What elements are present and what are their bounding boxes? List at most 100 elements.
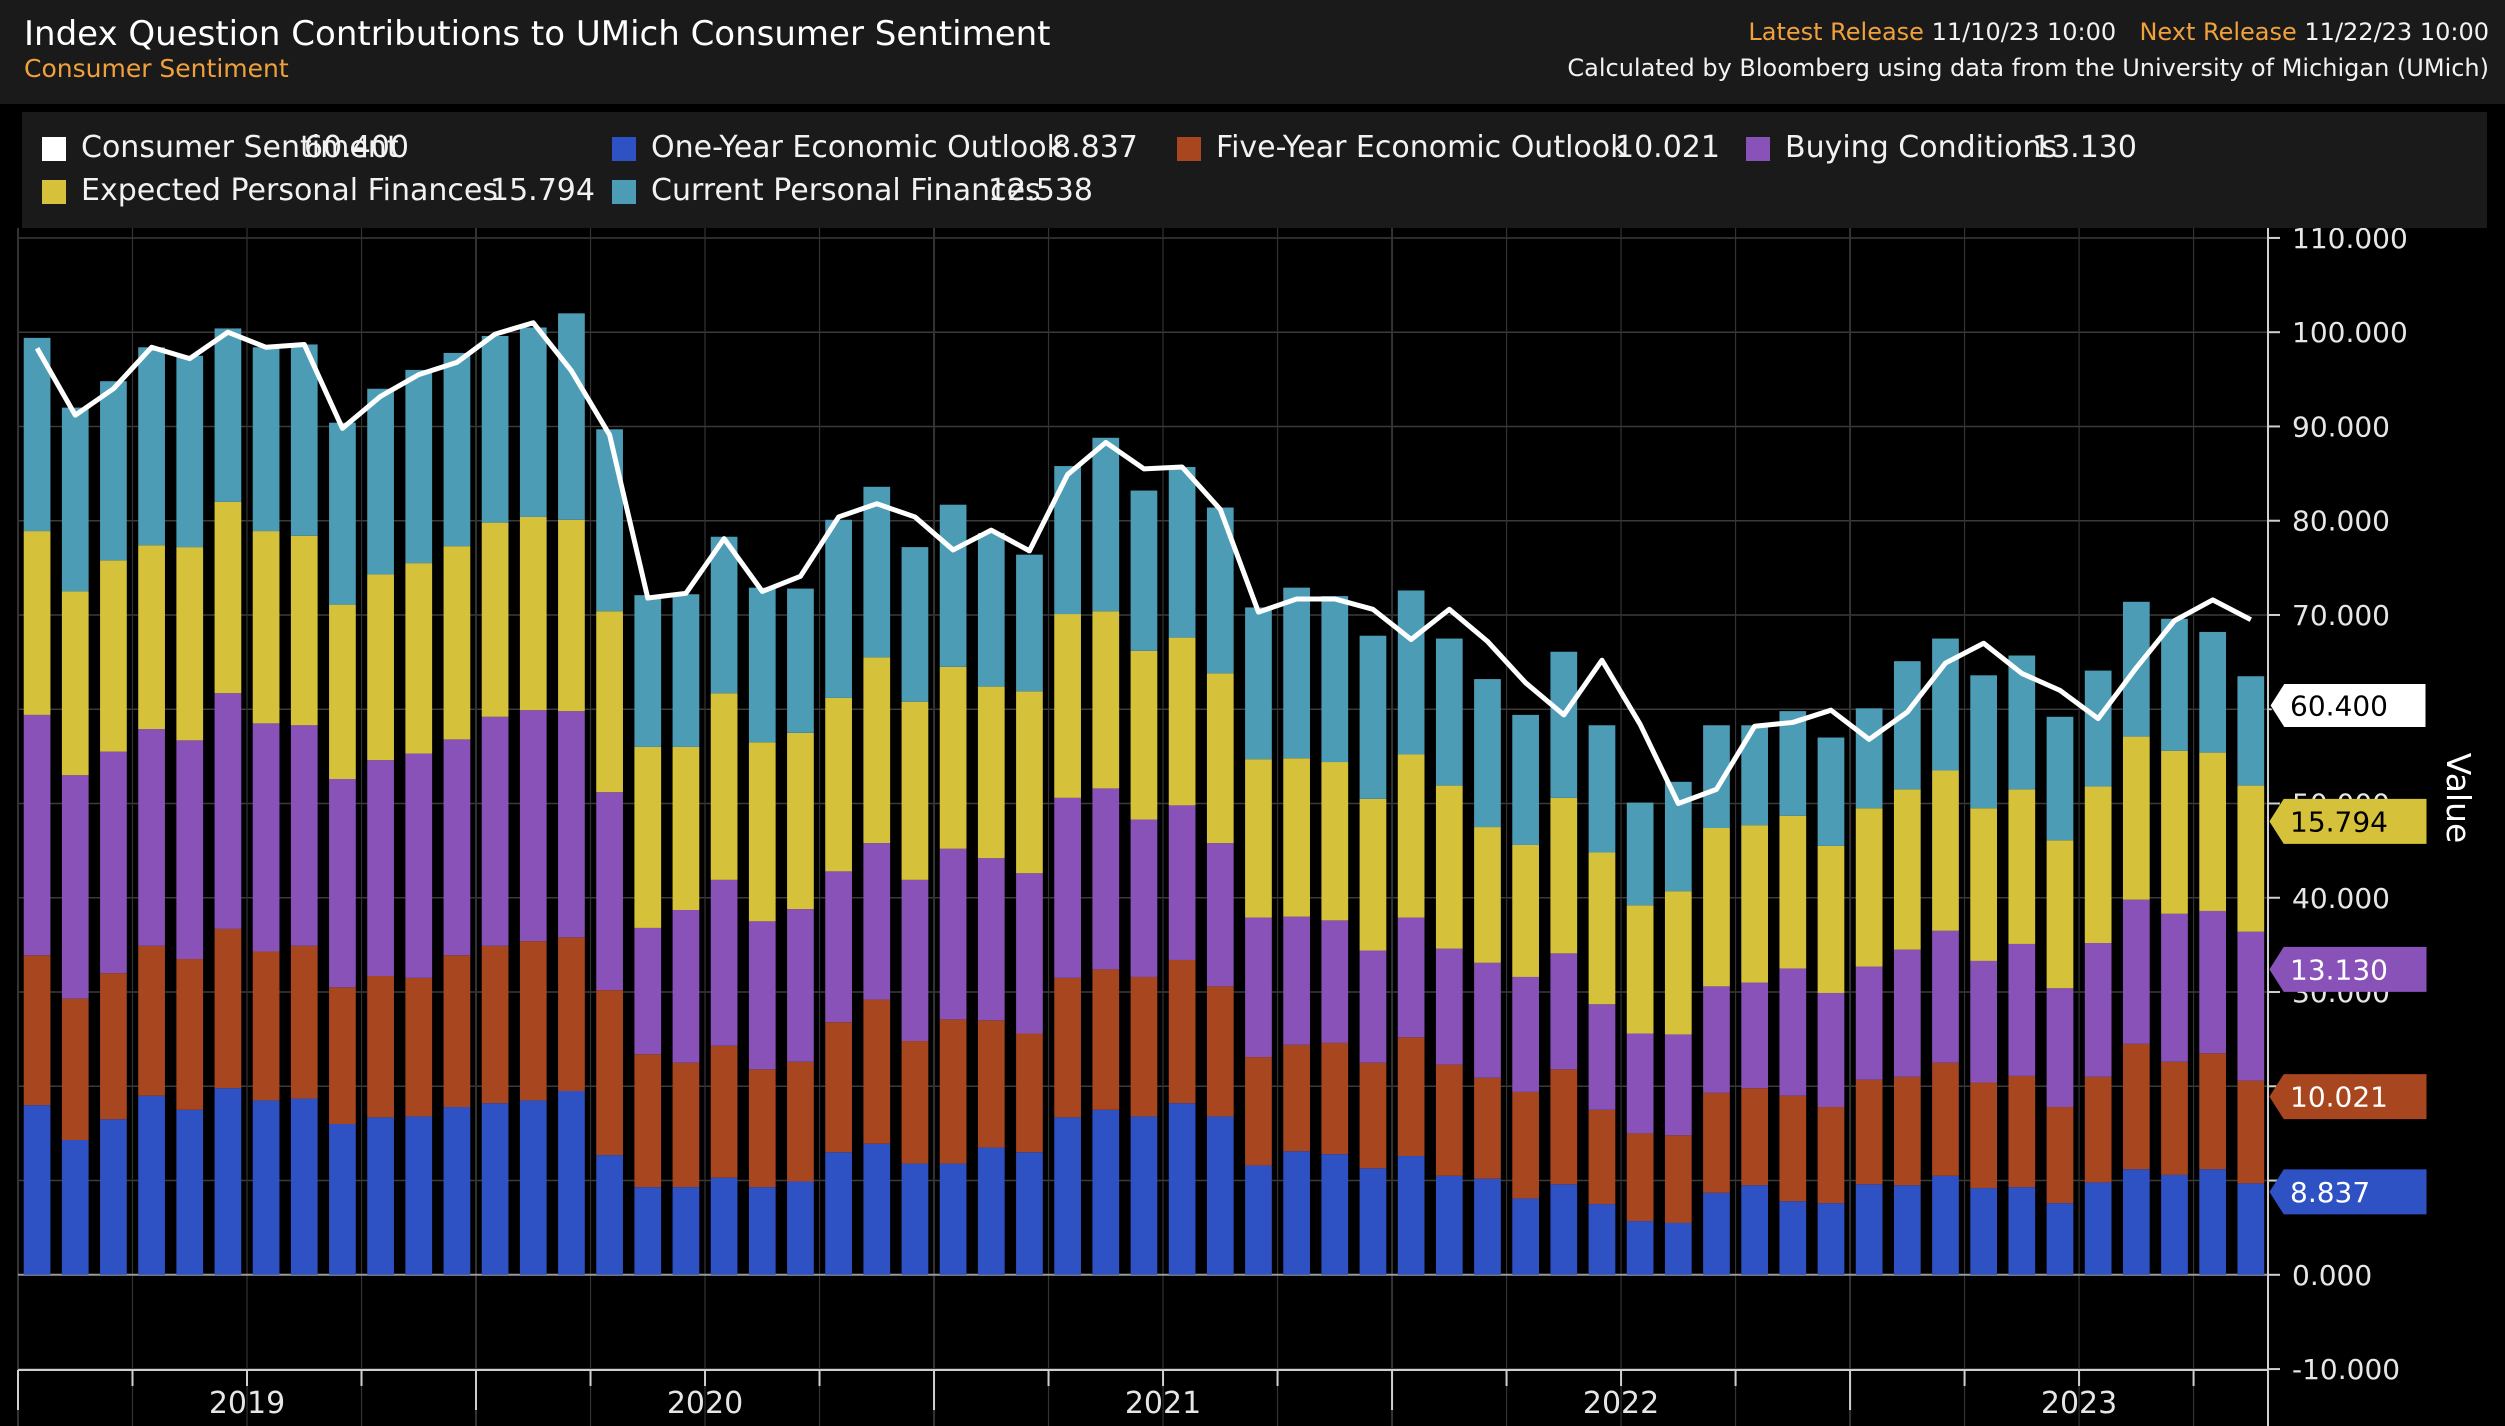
last-value-tag-shape [2269, 1169, 2427, 1215]
bar-segment [1932, 770, 1959, 931]
y-tick-label: -10.000 [2292, 1353, 2400, 1386]
bar-segment [672, 746, 700, 911]
bar-segment [2199, 1169, 2227, 1275]
bar-segment [2084, 786, 2112, 944]
plot-area[interactable]: 110.000100.00090.00080.00070.00060.00050… [0, 228, 2505, 1426]
bar-segment [672, 1062, 700, 1188]
bar-segment [214, 693, 242, 929]
bar-segment [672, 910, 700, 1063]
bar-segment [1512, 714, 1539, 845]
bar-segment [1206, 986, 1234, 1117]
bar-segment [1588, 1004, 1616, 1110]
bar-segment [61, 775, 89, 999]
bar-segment [61, 998, 89, 1141]
sentiment-line [34, 320, 2252, 806]
bar-segment [1321, 596, 1349, 763]
bar-segment [1664, 1222, 1692, 1275]
bar-segment [1970, 1188, 1998, 1275]
bar-segment [1970, 1082, 1998, 1189]
bar-segment [1245, 607, 1272, 760]
bar-segment [1855, 808, 1883, 967]
bar-segment [825, 871, 852, 1023]
bar-segment [825, 1152, 852, 1275]
bar-segment [23, 714, 51, 956]
bar-segment [672, 594, 700, 747]
bar-segment [1321, 1042, 1349, 1155]
legend-swatch [612, 180, 636, 204]
bar-segment [1092, 1109, 1120, 1275]
bar-segment [1130, 1116, 1158, 1275]
bar-segment [214, 928, 242, 1089]
bar-segment [1817, 1203, 1845, 1275]
bar-segment [443, 955, 471, 1108]
bar-segment [290, 725, 318, 946]
bar-segment [596, 429, 623, 612]
bar-segment [1245, 1057, 1272, 1166]
bar-segment [329, 987, 356, 1124]
bar-segment [2084, 1182, 2112, 1275]
bar-segment [2237, 676, 2265, 786]
bar-segment [1817, 845, 1845, 993]
chart-header: Index Question Contributions to UMich Co… [0, 0, 2505, 104]
bar-segment [558, 937, 585, 1091]
chart-title: Index Question Contributions to UMich Co… [24, 14, 1051, 54]
last-value-tag-shape [2269, 946, 2427, 992]
bar-segment [2161, 618, 2188, 751]
last-value-tag-label: 10.021 [2290, 1081, 2388, 1114]
bar-segment [1474, 962, 1501, 1078]
bar-segment [2046, 1107, 2074, 1204]
bar-segment [2122, 1043, 2150, 1170]
bar-segment [1130, 819, 1158, 977]
bar-segment [1016, 554, 1043, 692]
bar-segment [2161, 913, 2188, 1062]
bar-segment [405, 563, 433, 754]
bar-segment [481, 335, 509, 523]
bar-segment [1092, 437, 1120, 612]
bar-segment [1703, 1192, 1730, 1275]
bar-segment [2161, 1174, 2188, 1275]
bar-segment [1245, 1165, 1272, 1275]
bar-segment [176, 959, 204, 1110]
y-tick-label: 90.000 [2292, 410, 2390, 443]
bar-segment [748, 587, 776, 743]
bar-segment [863, 657, 891, 844]
bar-segment [1626, 802, 1654, 906]
bar-segment [481, 716, 509, 946]
bar-segment [367, 388, 394, 575]
bar-segment [2237, 931, 2265, 1081]
bar-segment [901, 879, 929, 1042]
bar-segment [1130, 650, 1158, 820]
last-value-tag: 13.130 [2269, 946, 2427, 992]
bar-segment [1321, 762, 1349, 921]
bar-segment [138, 347, 165, 546]
bar-segment [1474, 827, 1501, 963]
bar-segment [1588, 852, 1616, 1005]
bar-segment [1130, 490, 1158, 651]
last-value-tag: 10.021 [2269, 1074, 2427, 1120]
bar-segment [1550, 953, 1578, 1070]
bar-segment [367, 574, 394, 761]
sentiment-line-path [34, 320, 2252, 806]
bar-segment [634, 1187, 662, 1275]
bar-segment [1703, 1092, 1730, 1193]
bar-segment [710, 879, 738, 1046]
bar-segment [1855, 966, 1883, 1080]
bar-segment [481, 1103, 509, 1275]
bar-segment [1703, 828, 1730, 987]
bar-segment [863, 1143, 891, 1275]
chart-subtitle: Consumer Sentiment [24, 54, 289, 83]
bar-segment [863, 486, 891, 658]
bar-segment [1932, 1175, 1959, 1275]
legend-swatch [612, 137, 636, 161]
bar-segment [1168, 466, 1196, 638]
stacked-bars [23, 313, 2265, 1275]
bar-segment [138, 729, 165, 946]
bar-segment [1359, 798, 1387, 951]
bar-segment [214, 1088, 242, 1275]
bar-segment [939, 504, 967, 667]
bar-segment [1626, 1133, 1654, 1222]
bar-segment [1664, 1034, 1692, 1136]
bar-segment [481, 945, 509, 1104]
bar-segment [1397, 754, 1425, 918]
bar-segment [748, 1187, 776, 1275]
